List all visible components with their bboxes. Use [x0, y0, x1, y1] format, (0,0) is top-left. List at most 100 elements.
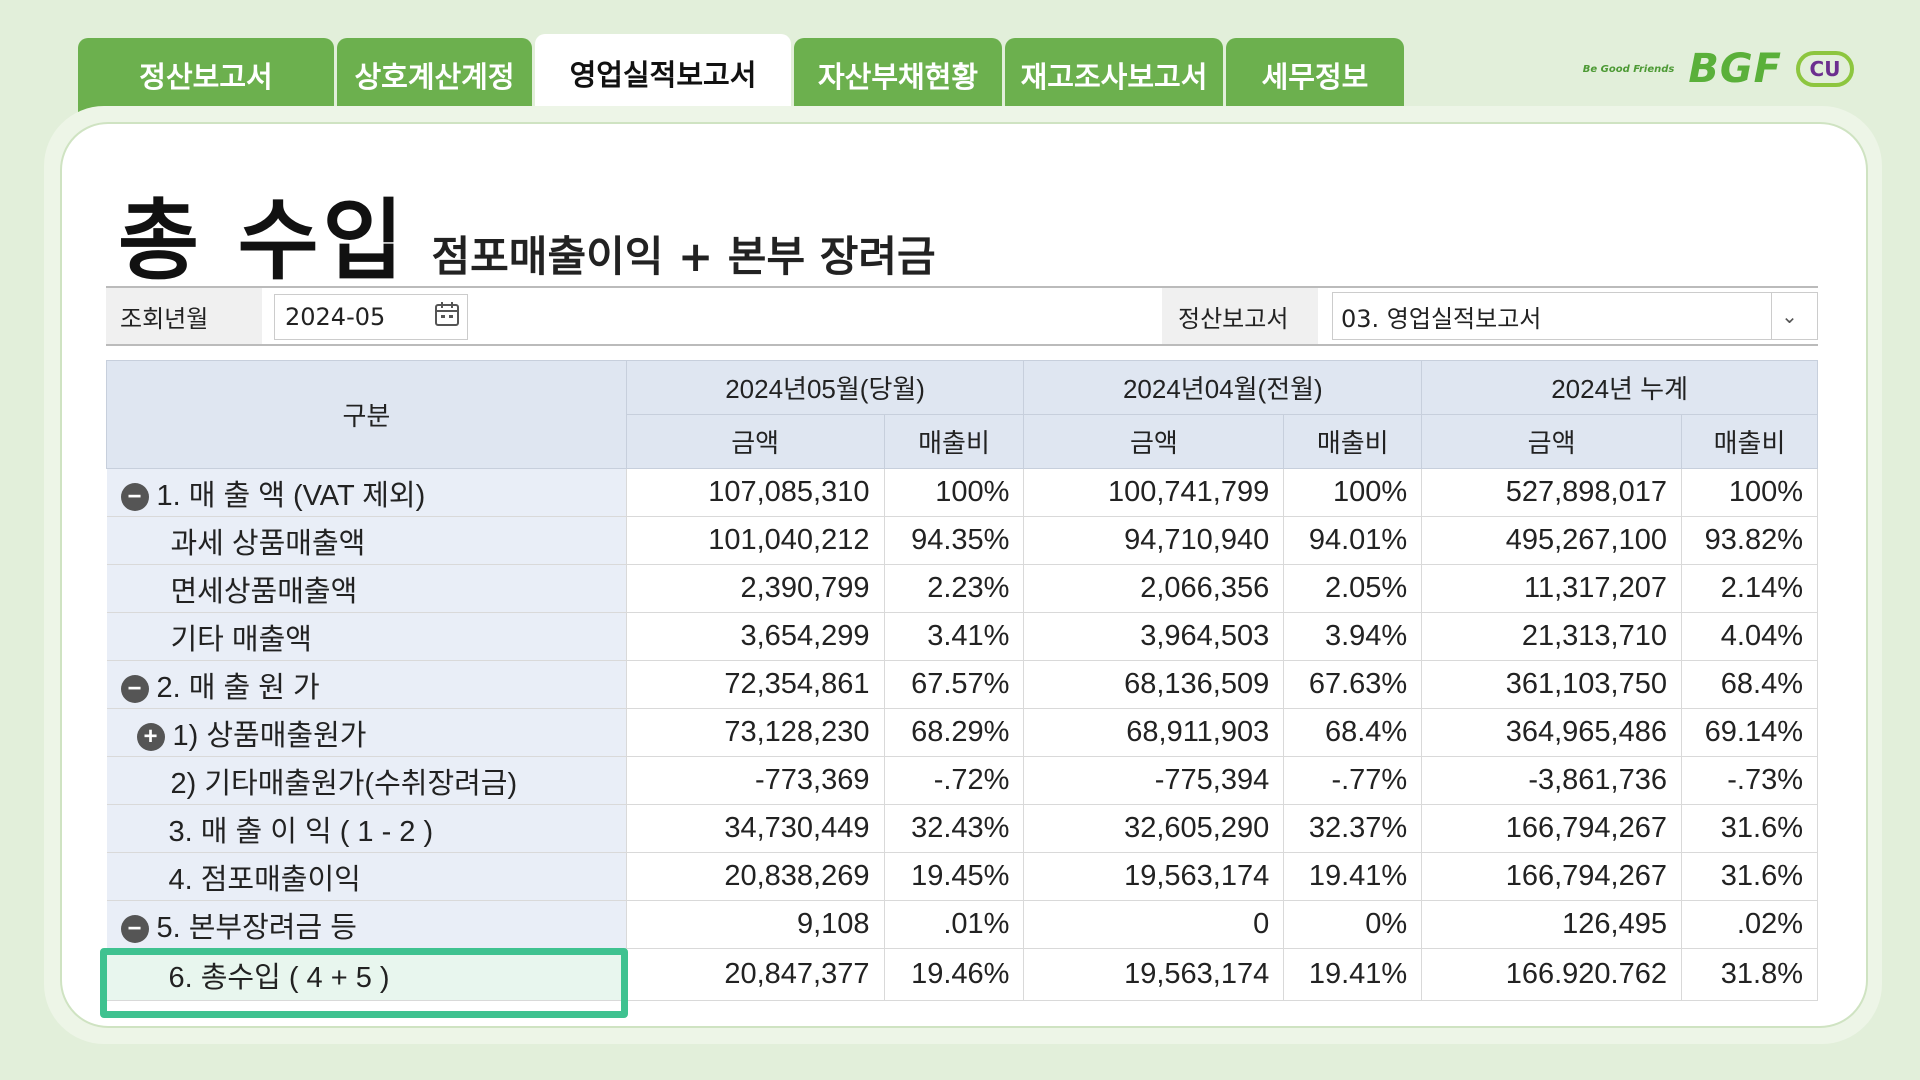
ratio-cell: 68.4%	[1681, 660, 1819, 709]
amount-cell: 166,794,267	[1421, 852, 1682, 901]
row-category: +1) 상품매출원가	[106, 708, 627, 757]
group-header-previous-month: 2024년04월(전월)	[1023, 360, 1423, 415]
period-label: 조회년월	[106, 288, 262, 344]
row-category: 4. 점포매출이익	[106, 852, 627, 901]
ratio-cell: 3.94%	[1283, 612, 1423, 661]
cu-badge: CU	[1796, 51, 1854, 87]
table-row: 면세상품매출액 2,390,799 2.23% 2,066,356 2.05% 11,31…	[106, 564, 1819, 613]
page-title-main: 총 수입	[118, 189, 408, 292]
brand-name: BGF	[1688, 46, 1782, 92]
ratio-cell: 4.04%	[1681, 612, 1819, 661]
ratio-cell: 100%	[1283, 468, 1423, 517]
chevron-down-icon[interactable]: ⌄	[1771, 293, 1807, 339]
ratio-cell: 31.6%	[1681, 852, 1819, 901]
row-label: 면세상품매출액	[170, 575, 358, 608]
page-title-sub: 점포매출이익 + 본부 장려금	[431, 232, 936, 281]
amount-cell: 94,710,940	[1023, 516, 1285, 565]
table-row: 기타 매출액 3,654,299 3.41% 3,964,503 3.94% 21,313…	[106, 612, 1819, 661]
ratio-cell: -.77%	[1283, 756, 1423, 805]
collapse-icon[interactable]: −	[120, 482, 149, 511]
tab-sales-performance-report[interactable]: 영업실적보고서	[535, 34, 791, 112]
amount-header: 금액	[625, 414, 885, 469]
ratio-cell: -.73%	[1681, 756, 1819, 805]
ratio-cell: .01%	[884, 900, 1025, 949]
amount-cell: 2,390,799	[626, 564, 885, 613]
amount-cell: 3,964,503	[1023, 612, 1285, 661]
brand-tagline: Be Good Friends	[1582, 63, 1675, 75]
ratio-cell: -.72%	[884, 756, 1025, 805]
ratio-cell: 68.4%	[1283, 708, 1423, 757]
ratio-cell: 32.43%	[884, 804, 1025, 853]
amount-cell: 3,654,299	[626, 612, 885, 661]
amount-cell: 361,103,750	[1421, 660, 1682, 709]
amount-cell: -775,394	[1023, 756, 1285, 805]
ratio-cell: 19.45%	[884, 852, 1025, 901]
ratio-cell: 31.8%	[1681, 948, 1819, 1001]
period-date-value: 2024-05	[285, 303, 386, 331]
report-type-select[interactable]: 03. 영업실적보고서 ⌄	[1332, 292, 1818, 340]
tab-assets-liabilities[interactable]: 자산부채현황	[794, 38, 1002, 112]
amount-cell: 126,495	[1421, 900, 1682, 949]
calendar-icon[interactable]	[433, 300, 461, 334]
amount-cell: 19,563,174	[1023, 852, 1285, 901]
ratio-cell: .02%	[1681, 900, 1819, 949]
table-body: −1. 매 출 액 (VAT 제외) 107,085,310 100% 100,741…	[106, 468, 1819, 1001]
table-row: +1) 상품매출원가 73,128,230 68.29% 68,911,903 68.4…	[106, 708, 1819, 757]
amount-cell: 166,794,267	[1421, 804, 1682, 853]
ratio-cell: 19.46%	[884, 948, 1025, 1001]
ratio-cell: 67.63%	[1283, 660, 1423, 709]
ratio-cell: 100%	[884, 468, 1025, 517]
ratio-header: 매출비	[1283, 414, 1423, 469]
row-label: 과세 상품매출액	[170, 527, 366, 560]
expand-icon[interactable]: +	[136, 722, 165, 751]
row-label: 5. 본부장려금 등	[156, 911, 357, 944]
ratio-cell: 67.57%	[884, 660, 1025, 709]
tab-inventory-report[interactable]: 재고조사보고서	[1005, 38, 1223, 112]
table-row: 과세 상품매출액 101,040,212 94.35% 94,710,940 94.01…	[106, 516, 1819, 565]
amount-header: 금액	[1023, 414, 1285, 469]
ratio-cell: 0%	[1283, 900, 1423, 949]
tab-tax-info[interactable]: 세무정보	[1226, 38, 1404, 112]
filter-bar: 조회년월 2024-05 정산보고서 03. 영업실적보고서 ⌄	[106, 286, 1818, 346]
ratio-cell: 2.23%	[884, 564, 1025, 613]
table-row: 6. 총수입 ( 4 + 5 ) 20,847,377 19.46% 19,563,1…	[106, 948, 1819, 1001]
table-row: 2) 기타매출원가(수취장려금) -773,369 -.72% -775,394 -.7…	[106, 756, 1819, 805]
row-label: 6. 총수입 ( 4 + 5 )	[168, 961, 390, 994]
period-date-field[interactable]: 2024-05	[274, 294, 468, 340]
amount-cell: 68,911,903	[1023, 708, 1285, 757]
row-category: −2. 매 출 원 가	[106, 660, 627, 709]
amount-cell: 19,563,174	[1023, 948, 1285, 1001]
row-category: 과세 상품매출액	[106, 516, 627, 565]
table-row: −5. 본부장려금 등 9,108.01% 0 0% 126,495.02%	[106, 900, 1819, 949]
tab-settlement-report[interactable]: 정산보고서	[78, 38, 334, 112]
amount-cell: 107,085,310	[626, 468, 885, 517]
collapse-icon[interactable]: −	[120, 674, 149, 703]
row-label: 기타 매출액	[170, 623, 312, 656]
amount-cell: 527,898,017	[1421, 468, 1682, 517]
amount-cell: 2,066,356	[1023, 564, 1285, 613]
amount-cell: 495,267,100	[1421, 516, 1682, 565]
row-label: 4. 점포매출이익	[168, 863, 361, 896]
amount-cell: 364,965,486	[1421, 708, 1682, 757]
report-type-value: 03. 영업실적보고서	[1341, 304, 1542, 333]
ratio-cell: 100%	[1681, 468, 1819, 517]
ratio-cell: 19.41%	[1283, 948, 1423, 1001]
table-row: 3. 매 출 이 익 ( 1 - 2 ) 34,730,449 32.43% 32,6…	[106, 804, 1819, 853]
table-row: −1. 매 출 액 (VAT 제외) 107,085,310 100% 100,741…	[106, 468, 1819, 517]
tab-mutual-account[interactable]: 상호계산계정	[337, 38, 532, 112]
report-type-label: 정산보고서	[1162, 288, 1318, 344]
row-label: 3. 매 출 이 익 ( 1 - 2 )	[168, 815, 434, 848]
row-category: 6. 총수입 ( 4 + 5 )	[106, 948, 627, 1001]
row-category: −5. 본부장려금 등	[106, 900, 627, 949]
row-label: 1) 상품매출원가	[172, 719, 367, 752]
amount-cell: -3,861,736	[1421, 756, 1682, 805]
collapse-icon[interactable]: −	[120, 914, 149, 943]
amount-cell: 0	[1023, 900, 1285, 949]
amount-cell: 32,605,290	[1023, 804, 1285, 853]
amount-cell: 20,838,269	[626, 852, 885, 901]
amount-cell: 20,847,377	[626, 948, 885, 1001]
amount-cell: 34,730,449	[626, 804, 885, 853]
row-category: 기타 매출액	[106, 612, 627, 661]
amount-cell: 21,313,710	[1421, 612, 1682, 661]
group-header-year-total: 2024년 누계	[1421, 360, 1818, 415]
